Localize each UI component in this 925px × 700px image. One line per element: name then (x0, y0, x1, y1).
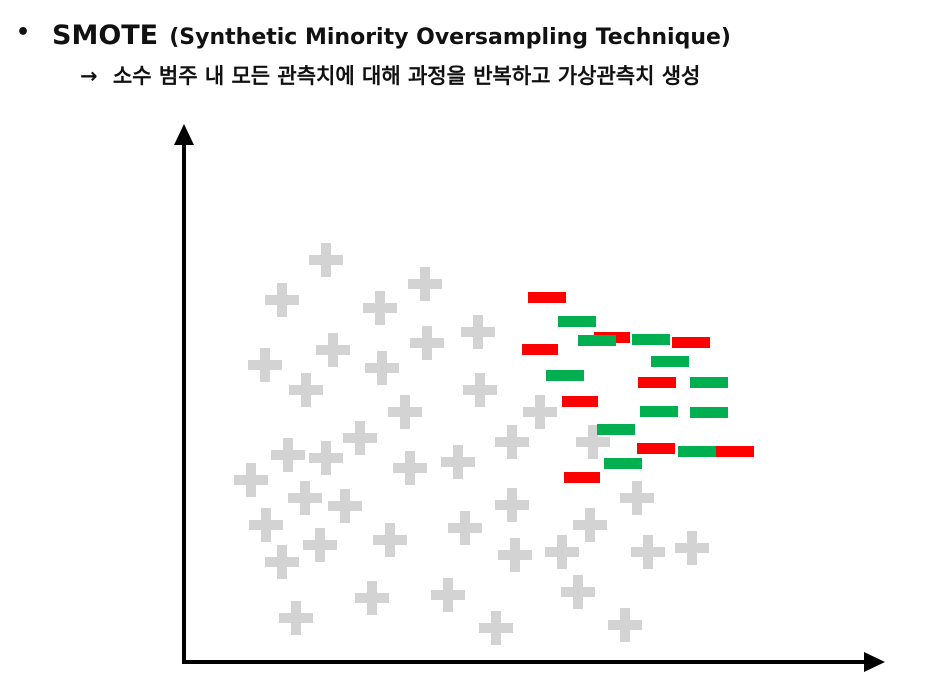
synthetic-bar-marker (690, 407, 728, 418)
synthetic-points (546, 316, 728, 469)
y-axis-arrow-icon (174, 124, 194, 145)
majority-plus-marker (249, 508, 283, 542)
majority-plus-marker (234, 463, 268, 497)
slide-subtitle: → 소수 범주 내 모든 관측치에 대해 과정을 반복하고 가상관측치 생성 (80, 60, 700, 90)
majority-plus-marker (289, 373, 323, 407)
synthetic-bar-marker (678, 446, 716, 457)
majority-plus-marker (288, 481, 322, 515)
minority-bar-marker (528, 292, 566, 303)
majority-plus-marker (363, 291, 397, 325)
slide-title-expansion: (Synthetic Minority Oversampling Techniq… (169, 25, 731, 50)
majority-plus-marker (316, 333, 350, 367)
minority-bar-marker (716, 446, 754, 457)
majority-plus-marker (479, 611, 513, 645)
majority-plus-marker (523, 395, 557, 429)
slide-header: • SMOTE (Synthetic Minority Oversampling… (0, 0, 925, 100)
title-line: SMOTE (Synthetic Minority Oversampling T… (52, 20, 731, 51)
majority-plus-marker (573, 508, 607, 542)
majority-plus-marker (279, 601, 313, 635)
majority-plus-marker (545, 535, 579, 569)
minority-bar-marker (672, 337, 710, 348)
synthetic-bar-marker (632, 334, 670, 345)
majority-plus-marker (271, 438, 305, 472)
majority-plus-marker (328, 489, 362, 523)
slide-title: SMOTE (52, 20, 159, 51)
majority-plus-marker (355, 581, 389, 615)
majority-plus-marker (441, 445, 475, 479)
majority-plus-marker (248, 348, 282, 382)
synthetic-bar-marker (690, 377, 728, 388)
minority-bar-marker (522, 344, 558, 355)
synthetic-bar-marker (651, 356, 689, 367)
minority-bar-marker (562, 396, 598, 407)
majority-plus-marker (410, 326, 444, 360)
majority-plus-marker (675, 531, 709, 565)
majority-plus-marker (265, 545, 299, 579)
synthetic-bar-marker (558, 316, 596, 327)
bullet-point: • (16, 20, 31, 45)
minority-bar-marker (637, 443, 675, 454)
majority-plus-marker (463, 373, 497, 407)
right-arrow-icon: → (80, 64, 98, 88)
minority-bar-marker (564, 472, 600, 483)
majority-plus-marker (448, 511, 482, 545)
majority-plus-marker (393, 451, 427, 485)
majority-plus-marker (303, 528, 337, 562)
synthetic-bar-marker (578, 335, 616, 346)
majority-plus-marker (431, 578, 465, 612)
majority-plus-marker (365, 351, 399, 385)
majority-plus-marker (343, 421, 377, 455)
majority-plus-marker (608, 608, 642, 642)
minority-bar-marker (638, 377, 676, 388)
majority-plus-marker (373, 523, 407, 557)
majority-plus-marker (561, 575, 595, 609)
majority-plus-marker (631, 535, 665, 569)
majority-plus-marker (309, 243, 343, 277)
majority-plus-marker (495, 488, 529, 522)
majority-plus-marker (461, 315, 495, 349)
majority-plus-marker (495, 425, 529, 459)
axes (174, 124, 885, 672)
synthetic-bar-marker (604, 458, 642, 469)
majority-plus-marker (309, 441, 343, 475)
majority-plus-marker (408, 267, 442, 301)
subtitle-text: 소수 범주 내 모든 관측치에 대해 과정을 반복하고 가상관측치 생성 (112, 64, 701, 88)
synthetic-bar-marker (546, 370, 584, 381)
majority-plus-marker (620, 481, 654, 515)
majority-plus-marker (265, 283, 299, 317)
synthetic-bar-marker (597, 424, 635, 435)
x-axis-arrow-icon (864, 652, 885, 672)
synthetic-bar-marker (640, 406, 678, 417)
majority-plus-marker (498, 538, 532, 572)
majority-plus-marker (388, 395, 422, 429)
